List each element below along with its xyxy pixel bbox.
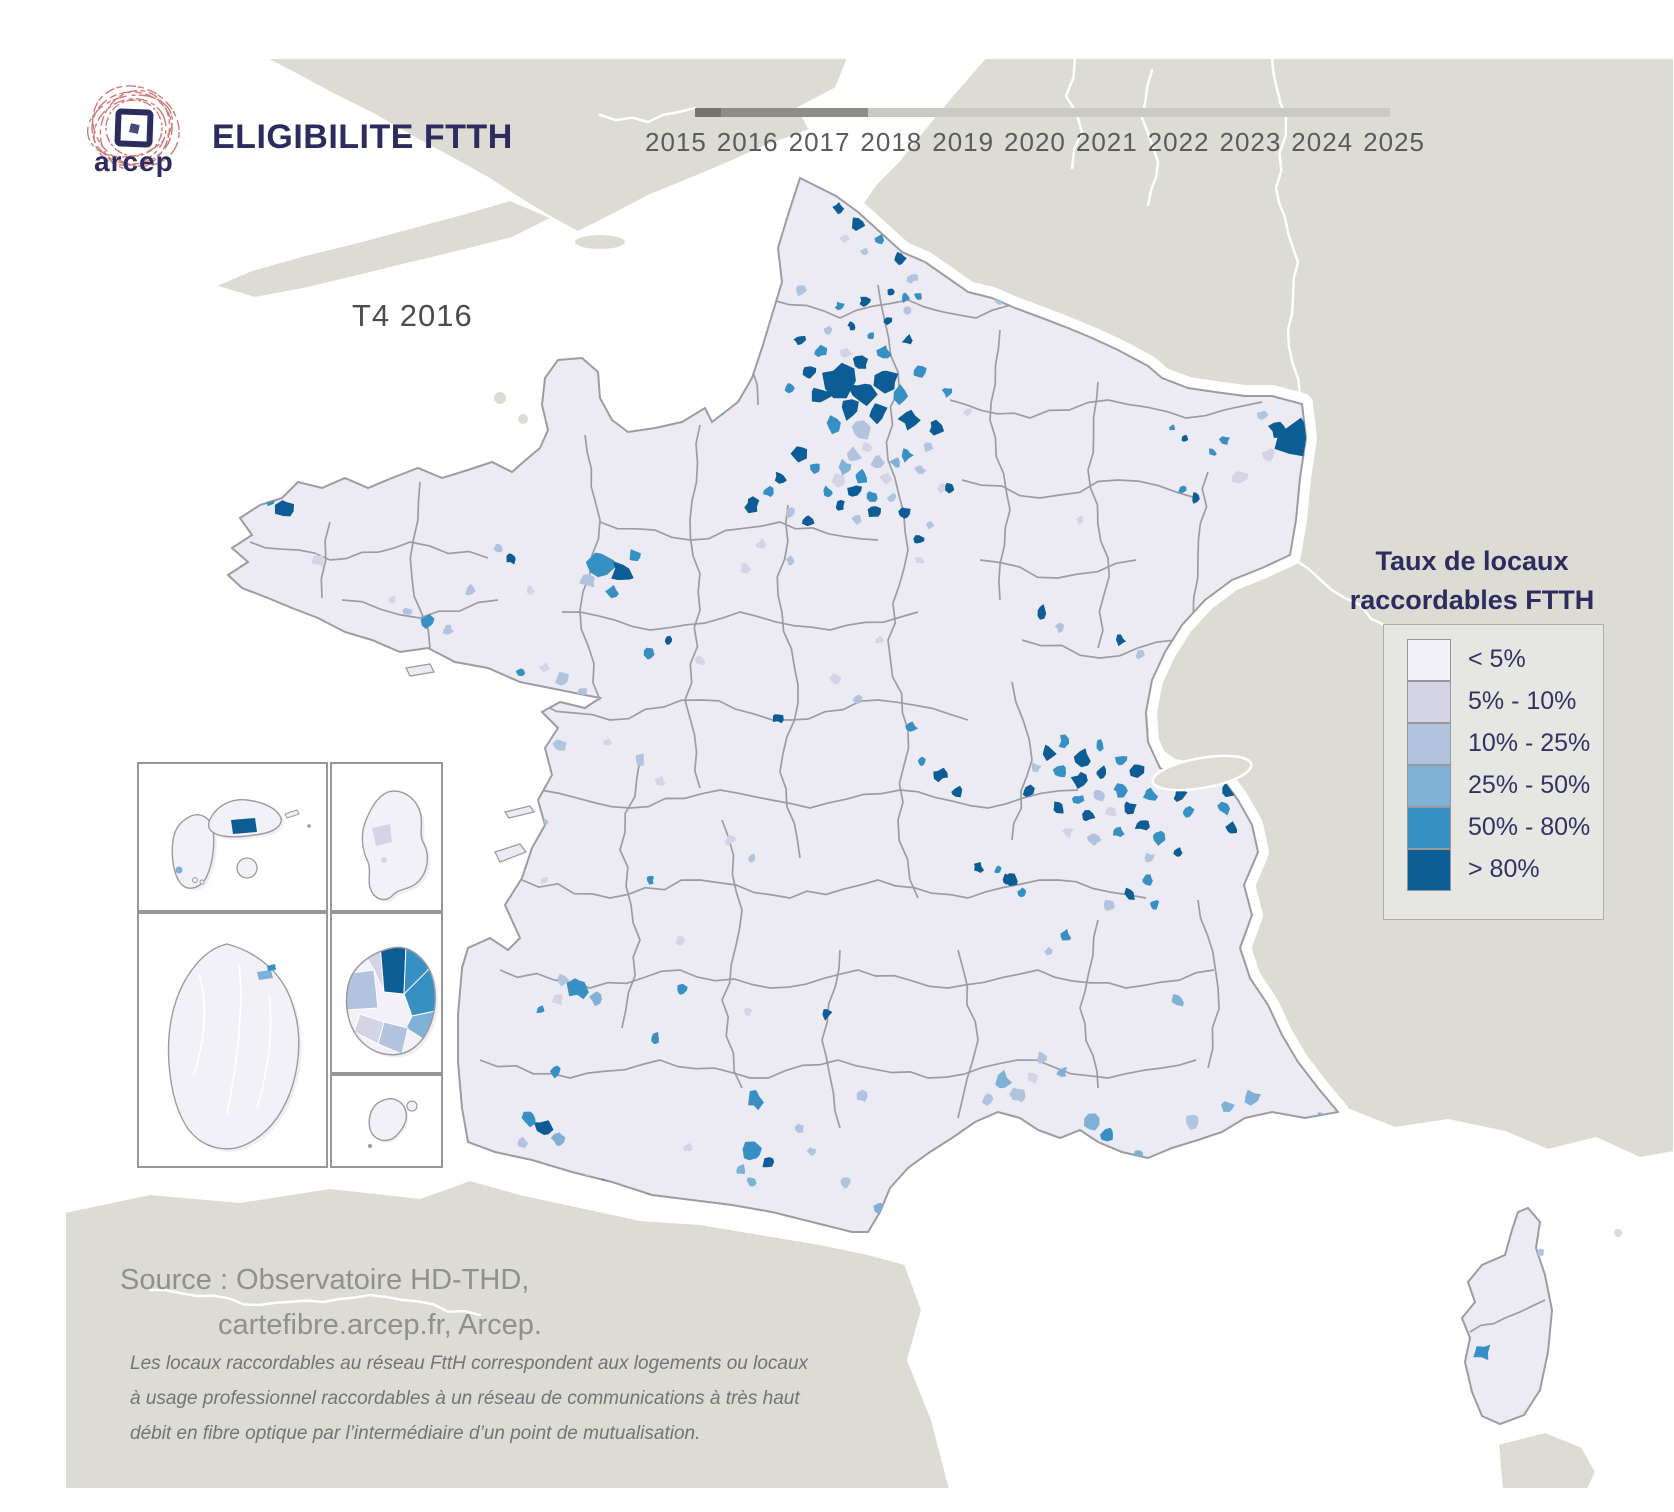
timeline-year-2021[interactable]: 2021: [1075, 127, 1138, 157]
foreign-border-line-5: [148, 1288, 482, 1317]
footnote-line1: Les locaux raccordables au réseau FttH c…: [130, 1353, 809, 1374]
legend-row-0: < 5%: [1407, 638, 1590, 681]
timeline-year-2023[interactable]: 2023: [1219, 127, 1282, 157]
inset-guadeloupe-map: [171, 799, 311, 892]
inset-guyane: [137, 912, 328, 1168]
ile-de-re: [503, 805, 536, 819]
elba-island: [1612, 1227, 1624, 1239]
france-mainland[interactable]: [226, 176, 1340, 1233]
legend-label-0: < 5%: [1468, 644, 1526, 673]
sardinia-landmass: [1496, 1430, 1598, 1490]
legend-label-4: 50% - 80%: [1468, 812, 1591, 841]
timeline-year-2018[interactable]: 2018: [860, 127, 923, 157]
legend-row-1: 5% - 10%: [1407, 680, 1590, 723]
legend-row-2: 10% - 25%: [1407, 722, 1591, 765]
legend-title-line1: Taux de locaux: [1375, 546, 1569, 576]
timeline-year-2024[interactable]: 2024: [1291, 127, 1354, 157]
legend-row-3: 25% - 50%: [1407, 764, 1591, 807]
legend-swatch-4: [1407, 806, 1451, 849]
legend-swatch-2: [1407, 722, 1451, 765]
inset-guadeloupe: [137, 762, 328, 912]
footnote-line3: débit en fibre optique par l’intermédiai…: [130, 1423, 701, 1444]
inset-guyane-map: [167, 943, 302, 1152]
legend-title-line2: raccordables FTTH: [1349, 585, 1595, 615]
department-borders: [249, 249, 1263, 1129]
cornwall-landmass: [212, 198, 555, 300]
timeline-track[interactable]: [695, 108, 1390, 117]
corsica-commune-clusters[interactable]: [1473, 1248, 1545, 1361]
spain-landmass: [64, 1178, 952, 1490]
legend-row-5: > 80%: [1407, 848, 1590, 891]
arcep-logo-icon: [86, 85, 180, 171]
foreign-border-line-1: [1140, 68, 1160, 207]
legend-label-5: > 80%: [1468, 854, 1540, 883]
legend-label-3: 25% - 50%: [1468, 770, 1591, 799]
foreign-border-line-4: [598, 106, 697, 124]
footnote-line2: à usage professionnel raccordables à un …: [130, 1388, 800, 1409]
inset-mayotte-map: [368, 1098, 418, 1148]
corsica-island[interactable]: [1460, 1206, 1554, 1426]
lake-geneva: [1151, 754, 1253, 792]
channel-island-guernsey: [516, 412, 530, 426]
legend-swatch-1: [1407, 680, 1451, 723]
legend-panel: < 5% 5% - 10% 10% - 25% 25% - 50% 50% - 80% >…: [1383, 624, 1604, 920]
arcep-logo: [80, 84, 190, 180]
channel-island-jersey: [492, 390, 508, 406]
timeline-year-2016[interactable]: 2016: [716, 127, 779, 157]
legend-label-2: 10% - 25%: [1468, 728, 1591, 757]
timeline-year-labels: 2015 2016 2017 2018 2019 2020 2021 2022 2023 2024…: [640, 127, 1430, 158]
legend-title: Taux de locaux raccordables FTTH: [1322, 542, 1622, 620]
timeline-year-2019[interactable]: 2019: [932, 127, 995, 157]
france-choropleth-layer[interactable]: [217, 167, 1563, 1435]
page-title: ELIGIBILITE FTTH: [212, 118, 513, 156]
timeline-slider-handle[interactable]: [695, 108, 721, 117]
legend-rows: < 5% 5% - 10% 10% - 25% 25% - 50% 50% - 80% >…: [1407, 638, 1591, 891]
belle-ile: [405, 663, 435, 677]
map-overlays: [405, 390, 1253, 863]
timeline-year-2022[interactable]: 2022: [1147, 127, 1210, 157]
footnote-definition: Les locaux raccordables au réseau FttH c…: [130, 1346, 808, 1451]
inset-martinique: [330, 762, 443, 912]
isle-of-wight: [573, 233, 627, 251]
source-line1: Source : Observatoire HD-THD,: [120, 1264, 530, 1296]
legend-swatch-0: [1407, 638, 1451, 681]
legend-row-4: 50% - 80%: [1407, 806, 1591, 849]
legend-swatch-3: [1407, 764, 1451, 807]
inset-reunion-map: [345, 946, 439, 1058]
legend-swatch-5: [1407, 848, 1451, 891]
inset-mayotte: [330, 1074, 443, 1168]
timeline-progress-fill: [695, 108, 868, 117]
ile-oleron: [494, 843, 528, 863]
source-attribution: Source : Observatoire HD-THD, cartefibre…: [120, 1258, 542, 1348]
inset-reunion: [330, 912, 443, 1074]
timeline-year-2020[interactable]: 2020: [1004, 127, 1066, 157]
period-label: T4 2016: [352, 298, 473, 333]
corsica-department-border: [1469, 1299, 1546, 1333]
source-line2: cartefibre.arcep.fr, Arcep.: [218, 1309, 542, 1341]
timeline-year-2025[interactable]: 2025: [1363, 127, 1425, 157]
legend-label-1: 5% - 10%: [1468, 686, 1577, 715]
inset-martinique-map: [361, 790, 431, 903]
arcep-wordmark: arcep: [94, 146, 174, 177]
timeline-year-2017[interactable]: 2017: [788, 127, 851, 157]
timeline-year-2015[interactable]: 2015: [644, 127, 707, 157]
